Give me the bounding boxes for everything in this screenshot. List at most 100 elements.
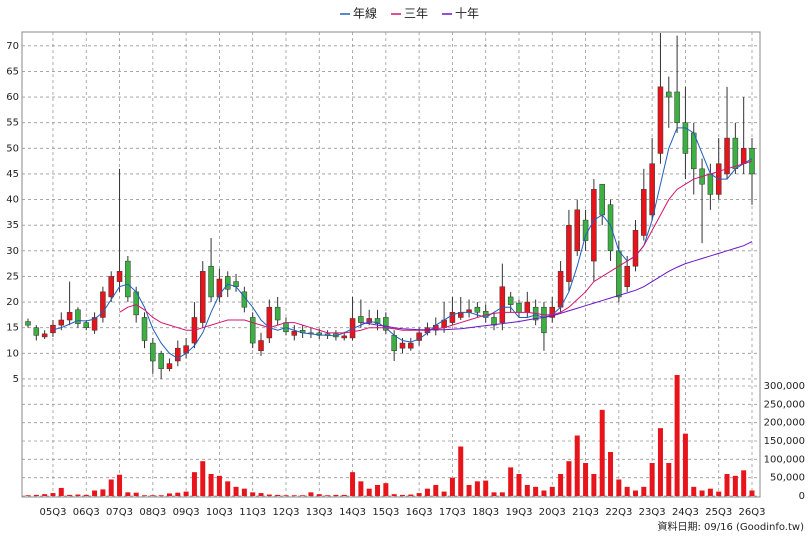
candle-body bbox=[491, 317, 497, 326]
volume-bar bbox=[691, 486, 697, 496]
candle-body bbox=[507, 296, 514, 305]
volume-bar bbox=[50, 493, 56, 496]
y-tick-label: 50 bbox=[6, 143, 19, 154]
volume-bar bbox=[275, 494, 281, 496]
volume-bar bbox=[666, 463, 672, 496]
candle-body bbox=[641, 189, 647, 236]
candle-body bbox=[83, 322, 90, 328]
volume-bar bbox=[308, 492, 314, 496]
x-tick-label: 06Q3 bbox=[73, 507, 100, 518]
volume-bar bbox=[358, 481, 364, 496]
volume-bar bbox=[466, 485, 472, 496]
x-tick-label: 09Q3 bbox=[173, 507, 200, 518]
legend-label: 三年 bbox=[404, 7, 428, 21]
y2-tick-label: 0 bbox=[799, 491, 805, 502]
volume-bar bbox=[533, 486, 539, 496]
volume-bar bbox=[616, 479, 622, 496]
x-tick-label: 10Q3 bbox=[206, 507, 233, 518]
candle-body bbox=[141, 317, 148, 341]
y2-tick-label: 300,000 bbox=[764, 381, 805, 392]
x-tick-label: 26Q3 bbox=[739, 507, 766, 518]
volume-bar bbox=[142, 495, 148, 496]
candle-body bbox=[175, 347, 181, 362]
volume-bar bbox=[200, 461, 206, 496]
candle-body bbox=[474, 306, 481, 313]
volume-bar bbox=[258, 493, 264, 496]
candle-body bbox=[108, 276, 114, 298]
y-tick-label: 30 bbox=[6, 246, 19, 257]
candle-body bbox=[341, 335, 347, 339]
x-tick-label: 21Q3 bbox=[572, 507, 599, 518]
volume-bar bbox=[416, 493, 422, 496]
x-tick-label: 08Q3 bbox=[139, 507, 166, 518]
volume-bar bbox=[549, 486, 555, 496]
candle-body bbox=[516, 302, 522, 313]
candle-body bbox=[116, 271, 123, 282]
candle-body bbox=[599, 183, 605, 216]
x-tick-label: 18Q3 bbox=[472, 507, 499, 518]
candle-body bbox=[374, 318, 381, 324]
candle-body bbox=[166, 363, 173, 369]
candle-body bbox=[125, 260, 131, 298]
ma-line bbox=[360, 241, 753, 331]
candle-body bbox=[66, 312, 73, 321]
x-tick-label: 15Q3 bbox=[372, 507, 399, 518]
volume-bar bbox=[441, 491, 447, 496]
volume-bar bbox=[341, 494, 347, 496]
volume-bar bbox=[699, 490, 705, 496]
legend-label: 年線 bbox=[353, 6, 377, 21]
volume-bar bbox=[599, 409, 605, 496]
ma-line bbox=[119, 160, 753, 334]
x-tick-label: 14Q3 bbox=[339, 507, 366, 518]
candle-body bbox=[391, 335, 397, 352]
volume-bar bbox=[117, 474, 123, 496]
candle-body bbox=[75, 309, 81, 324]
volume-bar bbox=[707, 488, 713, 496]
volume-bar bbox=[608, 452, 614, 496]
volume-bar bbox=[300, 495, 306, 496]
volume-bar bbox=[741, 470, 747, 496]
volume-bar bbox=[67, 494, 73, 496]
candle-body bbox=[158, 353, 164, 369]
y2-tick-label: 250,000 bbox=[764, 399, 805, 410]
candle-body bbox=[266, 306, 273, 339]
volume-bar bbox=[325, 495, 331, 496]
volume-bar bbox=[175, 492, 181, 496]
x-tick-label: 16Q3 bbox=[406, 507, 433, 518]
candle-body bbox=[25, 321, 31, 326]
volume-bar bbox=[474, 481, 480, 496]
volume-bar bbox=[233, 486, 239, 496]
volume-bar bbox=[458, 446, 464, 496]
y-tick-label: 40 bbox=[6, 195, 19, 206]
x-tick-label: 05Q3 bbox=[39, 507, 66, 518]
volume-bar bbox=[108, 479, 114, 496]
candle-body bbox=[682, 122, 689, 154]
volume-bar bbox=[649, 463, 655, 496]
candle-body bbox=[582, 219, 589, 241]
volume-bar bbox=[291, 495, 297, 496]
legend-label: 十年 bbox=[455, 7, 479, 21]
volume-bar bbox=[624, 486, 630, 496]
volume-bar bbox=[316, 494, 322, 496]
y-tick-label: 10 bbox=[6, 348, 19, 359]
volume-bar bbox=[641, 486, 647, 496]
candle-body bbox=[291, 331, 298, 336]
candle-body bbox=[574, 209, 580, 252]
candle-body bbox=[33, 327, 40, 336]
volume-bar bbox=[566, 461, 572, 496]
x-tick-label: 12Q3 bbox=[272, 507, 299, 518]
volume-bar bbox=[283, 495, 289, 496]
volume-bar bbox=[216, 475, 222, 496]
volume-bar bbox=[225, 481, 231, 496]
volume-bar bbox=[682, 433, 688, 496]
volume-bar bbox=[150, 495, 156, 496]
volume-bar bbox=[383, 483, 389, 496]
y-tick-label: 25 bbox=[6, 271, 19, 282]
candle-body bbox=[399, 342, 406, 349]
volume-bar bbox=[574, 435, 580, 496]
volume-bar bbox=[483, 480, 489, 496]
x-tick-label: 20Q3 bbox=[539, 507, 566, 518]
volume-bar bbox=[674, 375, 680, 496]
volume-bar bbox=[75, 494, 81, 496]
